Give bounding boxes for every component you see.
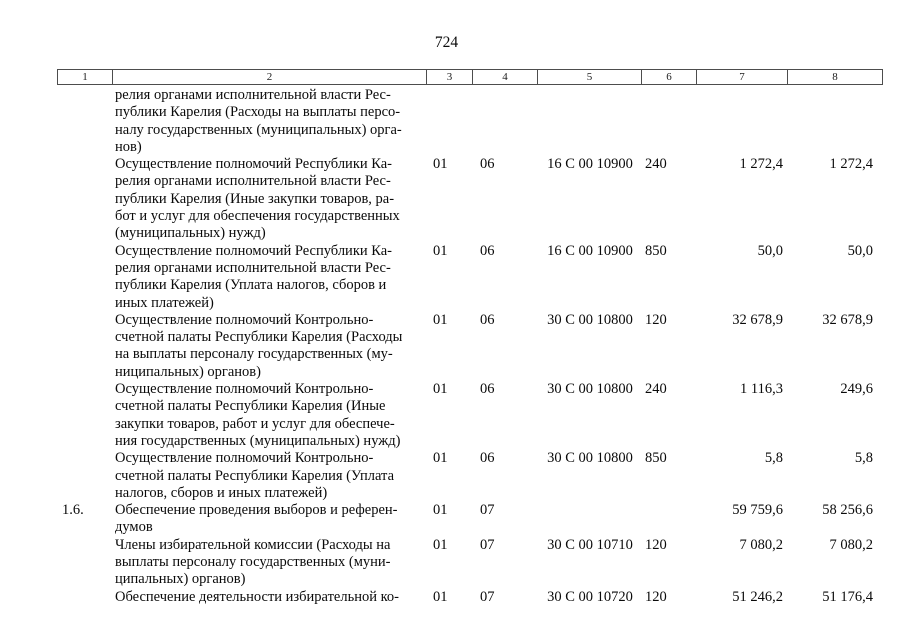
cell-subsection-code: 07 — [480, 536, 495, 553]
cell-expense-type-code: 850 — [645, 450, 667, 467]
cell-expense-name: релия органами исполнительной власти Рес… — [115, 87, 402, 155]
cell-expense-name: Осуществление полномочий Республики Ка- … — [115, 156, 400, 242]
cell-row-number: 1.6. — [62, 502, 84, 519]
cell-amount-first: 32 678,9 — [732, 311, 783, 328]
cell-target-article-code: 30 С 00 10710 — [547, 536, 633, 553]
table-header-row: 1 2 3 4 5 6 7 8 — [57, 69, 883, 85]
table-row: Осуществление полномочий Контрольно- сче… — [58, 312, 882, 381]
header-col-8: 8 — [832, 71, 838, 83]
cell-subsection-code: 07 — [480, 502, 495, 519]
cell-expense-type-code: 240 — [645, 156, 667, 173]
cell-subsection-code: 06 — [480, 450, 495, 467]
cell-expense-type-code: 120 — [645, 311, 667, 328]
cell-subsection-code: 07 — [480, 588, 495, 605]
cell-section-code: 01 — [433, 450, 448, 467]
cell-expense-name: Осуществление полномочий Контрольно- сче… — [115, 381, 401, 449]
cell-target-article-code: 30 С 00 10800 — [547, 311, 633, 328]
table-row: 1.6. Обеспечение проведения выборов и ре… — [58, 502, 882, 537]
cell-subsection-code: 06 — [480, 381, 495, 398]
cell-section-code: 01 — [433, 242, 448, 259]
cell-expense-type-code: 850 — [645, 242, 667, 259]
cell-amount-first: 5,8 — [764, 450, 783, 467]
cell-section-code: 01 — [433, 502, 448, 519]
cell-amount-second: 32 678,9 — [822, 311, 873, 328]
cell-expense-type-code: 120 — [645, 588, 667, 605]
cell-amount-first: 59 759,6 — [732, 502, 783, 519]
table-row: Обеспечение деятельности избирательной к… — [58, 589, 882, 606]
cell-section-code: 01 — [433, 588, 448, 605]
table-row: Члены избирательной комиссии (Расходы на… — [58, 537, 882, 589]
cell-expense-name: Осуществление полномочий Контрольно- сче… — [115, 450, 395, 501]
cell-subsection-code: 06 — [480, 156, 495, 173]
cell-expense-name: Обеспечение деятельности избирательной к… — [115, 588, 400, 605]
cell-target-article-code: 30 С 00 10800 — [547, 381, 633, 398]
cell-amount-second: 5,8 — [854, 450, 873, 467]
cell-amount-second: 50,0 — [847, 242, 873, 259]
header-col-7: 7 — [697, 70, 788, 84]
cell-section-code: 01 — [433, 156, 448, 173]
table-row: Осуществление полномочий Республики Ка- … — [58, 243, 882, 312]
header-col-2: 2 — [113, 70, 427, 84]
cell-subsection-code: 06 — [480, 311, 495, 328]
cell-subsection-code: 06 — [480, 242, 495, 259]
cell-amount-second: 249,6 — [840, 381, 873, 398]
cell-amount-first: 50,0 — [757, 242, 783, 259]
cell-expense-type-code: 120 — [645, 536, 667, 553]
cell-amount-second: 7 080,2 — [829, 536, 874, 553]
table-row: Осуществление полномочий Республики Ка- … — [58, 156, 882, 242]
table-row: Осуществление полномочий Контрольно- сче… — [58, 381, 882, 450]
header-col-6: 6 — [642, 70, 697, 84]
cell-expense-name: Обеспечение проведения выборов и референ… — [115, 502, 398, 536]
header-col-4: 4 — [473, 70, 538, 84]
table-row: релия органами исполнительной власти Рес… — [58, 87, 882, 156]
cell-expense-name: Осуществление полномочий Республики Ка- … — [115, 242, 392, 311]
cell-amount-first: 1 116,3 — [740, 381, 783, 398]
cell-target-article-code: 30 С 00 10800 — [547, 450, 633, 467]
cell-expense-name: Члены избирательной комиссии (Расходы на… — [115, 536, 391, 588]
header-col-3: 3 — [427, 70, 473, 84]
cell-amount-first: 51 246,2 — [732, 588, 783, 605]
cell-section-code: 01 — [433, 381, 448, 398]
cell-amount-first: 7 080,2 — [739, 536, 784, 553]
cell-section-code: 01 — [433, 311, 448, 328]
header-col-1: 1 — [58, 70, 113, 84]
cell-target-article-code: 16 С 00 10900 — [547, 242, 633, 259]
page-number: 724 — [434, 34, 459, 51]
header-col-5: 5 — [538, 70, 642, 84]
table-row: Осуществление полномочий Контрольно- сче… — [58, 450, 882, 502]
budget-table-body: релия органами исполнительной власти Рес… — [58, 87, 882, 606]
cell-target-article-code: 30 С 00 10720 — [547, 588, 633, 605]
cell-amount-second: 58 256,6 — [822, 502, 873, 519]
cell-expense-name: Осуществление полномочий Контрольно- сче… — [115, 311, 403, 380]
cell-section-code: 01 — [433, 536, 448, 553]
cell-amount-second: 51 176,4 — [822, 588, 873, 605]
cell-target-article-code: 16 С 00 10900 — [547, 156, 633, 173]
cell-amount-first: 1 272,4 — [739, 156, 784, 173]
cell-amount-second: 1 272,4 — [829, 156, 874, 173]
cell-expense-type-code: 240 — [645, 381, 667, 398]
